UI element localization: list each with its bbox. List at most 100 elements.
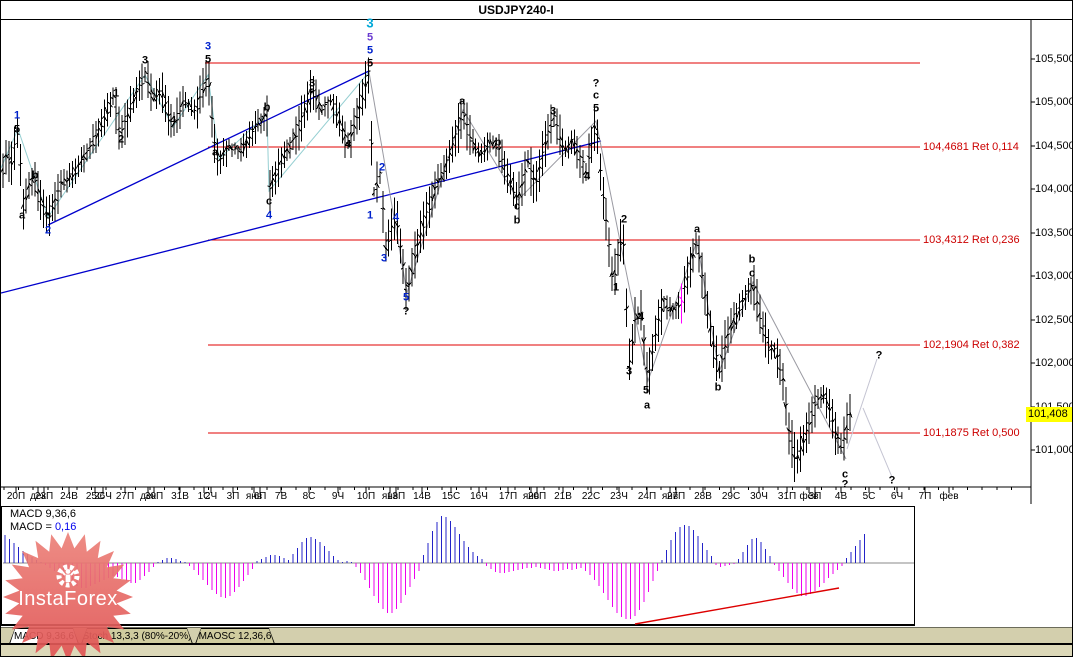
- wave-label: 4: [344, 138, 352, 151]
- wave-label: 3: [625, 365, 633, 378]
- wave-label: 4: [392, 211, 400, 224]
- wave-label: a: [458, 95, 466, 108]
- wave-label: 5: [204, 53, 212, 66]
- wave-label: ?: [888, 474, 896, 487]
- time-axis-label: 10П: [356, 491, 376, 502]
- wave-label: 4: [637, 311, 645, 324]
- fib-level-label: 102,1904 Ret 0,382: [923, 339, 1020, 351]
- time-axis-label: 3П: [226, 491, 240, 502]
- wave-label: b: [31, 169, 39, 182]
- wave-label: a: [18, 209, 26, 222]
- time-axis-label: 20П: [6, 491, 26, 502]
- time-axis-label: 14В: [413, 491, 431, 502]
- indicator-tab-maosc[interactable]: MAOSC 12,36,6: [195, 628, 275, 644]
- time-axis-label: 27П: [115, 491, 135, 502]
- wave-label: 5: [402, 291, 410, 304]
- time-axis-label: 29С: [721, 491, 741, 502]
- wave-label: c: [841, 468, 849, 481]
- price-axis-label: 105,000: [1035, 96, 1073, 108]
- macd-value: 0,16: [54, 521, 77, 533]
- instaforex-logo-text: InstaForex: [18, 588, 118, 610]
- wave-label: 3: [549, 105, 557, 118]
- price-axis-label: 101,000: [1035, 444, 1073, 456]
- time-axis-label: янв: [522, 491, 540, 502]
- time-axis-label: 20П: [527, 491, 547, 502]
- wave-label: b: [748, 253, 756, 266]
- wave-label: 5: [13, 123, 21, 136]
- time-axis-label: 31В: [171, 491, 189, 502]
- price-axis-label: 102,000: [1035, 357, 1073, 369]
- wave-label: 3: [366, 15, 374, 31]
- macd-indicator-name: MACD 9,36,6: [10, 508, 77, 520]
- price-axis-label: 102,500: [1035, 314, 1073, 326]
- time-axis-label: 28В: [694, 491, 712, 502]
- time-axis-label: фев: [799, 491, 819, 502]
- time-axis-label: 8С: [302, 491, 316, 502]
- time-axis-label: 27П: [666, 491, 686, 502]
- time-axis-label: 6П: [253, 491, 267, 502]
- time-axis-label: дек: [30, 491, 46, 502]
- wave-label: 5: [592, 102, 600, 115]
- time-axis-label: дек: [140, 491, 156, 502]
- time-axis-label: 21В: [554, 491, 572, 502]
- wave-label: 3: [204, 40, 212, 53]
- wave-label: 3: [308, 77, 316, 90]
- wave-label: 3: [141, 54, 149, 67]
- time-axis-label: 7П: [918, 491, 932, 502]
- wave-label: 5: [366, 44, 374, 57]
- current-price-badge: 101,408: [1026, 407, 1072, 422]
- time-axis-label: 26Ч: [94, 491, 112, 502]
- time-axis-label: 30П: [144, 491, 164, 502]
- wave-label: b: [494, 136, 502, 149]
- wave-label: 2: [117, 133, 125, 146]
- time-axis-label: янв: [245, 491, 263, 502]
- time-axis-label: 9Ч: [331, 491, 345, 502]
- price-axis-label: 104,500: [1035, 140, 1073, 152]
- wave-label: 1: [366, 209, 374, 222]
- time-axis-label: 31П: [777, 491, 797, 502]
- wave-label: 2: [620, 213, 628, 226]
- wave-label: 4: [583, 170, 591, 183]
- time-axis-label: 5С: [862, 491, 876, 502]
- price-axis-label: 104,000: [1035, 183, 1073, 195]
- chart-title: USDJPY240-I: [478, 3, 554, 17]
- time-axis-label: янв: [381, 491, 399, 502]
- wave-label: a: [693, 223, 701, 236]
- wave-label: 3: [380, 252, 388, 265]
- time-axis-label: 1С: [197, 491, 211, 502]
- wave-label: 2: [378, 161, 386, 174]
- wave-label: ?: [592, 77, 600, 90]
- macd-value-label: MACD =: [10, 521, 52, 533]
- wave-label: c: [265, 195, 273, 208]
- wave-label: a: [643, 399, 651, 412]
- title-separator: [1, 19, 1072, 20]
- gear-icon: [56, 564, 80, 588]
- wave-label: 2: [44, 224, 52, 237]
- wave-label: 4: [265, 209, 273, 222]
- time-axis-label: 2Ч: [204, 491, 218, 502]
- bottom-strip: [1, 643, 1072, 656]
- time-axis-label: 6Ч: [890, 491, 904, 502]
- fib-level-label: 104,4681 Ret 0,114: [923, 141, 1019, 153]
- wave-label: a: [211, 146, 219, 159]
- wave-label: 1: [112, 87, 120, 100]
- wave-label: 1: [13, 109, 21, 122]
- time-axis-label: 23Ч: [610, 491, 628, 502]
- wave-label: b: [513, 214, 521, 227]
- time-axis-label: 30Ч: [750, 491, 768, 502]
- starburst: [3, 532, 133, 656]
- wave-label: c: [592, 89, 600, 102]
- tab-label: MAOSC 12,36,6: [196, 629, 274, 644]
- wave-label: 5: [642, 384, 650, 397]
- time-axis-label: 13П: [386, 491, 406, 502]
- time-axis-label: 7В: [274, 491, 288, 502]
- wave-label: ?: [841, 478, 849, 491]
- price-axis-label: 103,500: [1035, 227, 1073, 239]
- time-axis-label: 3П: [808, 491, 822, 502]
- time-axis-label: 25С: [85, 491, 105, 502]
- macd-indicator-value: MACD = 0,16: [10, 521, 76, 533]
- time-axis-label: 24В: [60, 491, 78, 502]
